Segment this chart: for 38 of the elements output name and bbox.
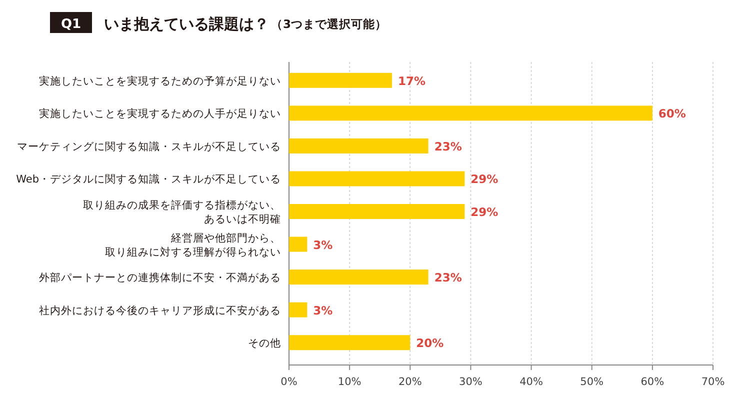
data-label: 3% bbox=[313, 303, 334, 318]
y-tick-label: 実施したいことを実現するための人手が足りない bbox=[39, 107, 281, 120]
chart-subtitle: （3つまで選択可能） bbox=[271, 17, 388, 31]
x-tick-label: 20% bbox=[398, 376, 422, 388]
chart-title: いま抱えている課題は？ bbox=[104, 15, 269, 33]
bar bbox=[289, 138, 428, 154]
y-tick-label: その他 bbox=[248, 338, 281, 350]
y-tick-label: マーケティングに関する知識・スキルが不足している bbox=[17, 140, 281, 153]
bar bbox=[289, 236, 308, 252]
bar bbox=[289, 270, 428, 285]
x-tick-label: 30% bbox=[459, 376, 482, 388]
y-tick-label: 実施したいことを実現するための予算が足りない bbox=[39, 74, 281, 88]
data-label: 29% bbox=[470, 205, 499, 219]
data-label: 23% bbox=[434, 139, 462, 154]
data-label: 23% bbox=[434, 270, 462, 285]
x-tick-label: 70% bbox=[701, 376, 725, 388]
y-tick-label: 経営層や他部門から、取り組みに対する理解が得られない bbox=[105, 231, 281, 258]
bar bbox=[289, 204, 465, 219]
y-tick-label: 社内外における今後のキャリア形成に不安がある bbox=[39, 304, 281, 317]
y-tick-label: Web・デジタルに関する知識・スキルが不足している bbox=[16, 172, 281, 186]
x-tick-label: 60% bbox=[640, 376, 664, 388]
data-label: 60% bbox=[658, 106, 686, 121]
y-tick-label: 取り組みの成果を評価する指標がない、あるいは不明確 bbox=[83, 198, 281, 226]
bar bbox=[289, 171, 465, 186]
x-tick-label: 40% bbox=[520, 376, 543, 388]
bar bbox=[289, 302, 308, 318]
data-label: 29% bbox=[470, 172, 499, 186]
bar bbox=[289, 335, 410, 350]
x-tick-label: 10% bbox=[338, 376, 362, 388]
x-tick-label: 50% bbox=[580, 376, 604, 388]
question-badge: Q1 bbox=[50, 12, 92, 33]
bar bbox=[289, 72, 392, 88]
data-label: 20% bbox=[416, 336, 444, 350]
y-tick-label: 外部パートナーとの連携体制に不安・不満がある bbox=[39, 271, 281, 284]
x-tick-label: 0% bbox=[280, 376, 298, 388]
data-label: 17% bbox=[398, 74, 426, 88]
bar bbox=[289, 106, 652, 121]
data-label: 3% bbox=[313, 238, 334, 252]
